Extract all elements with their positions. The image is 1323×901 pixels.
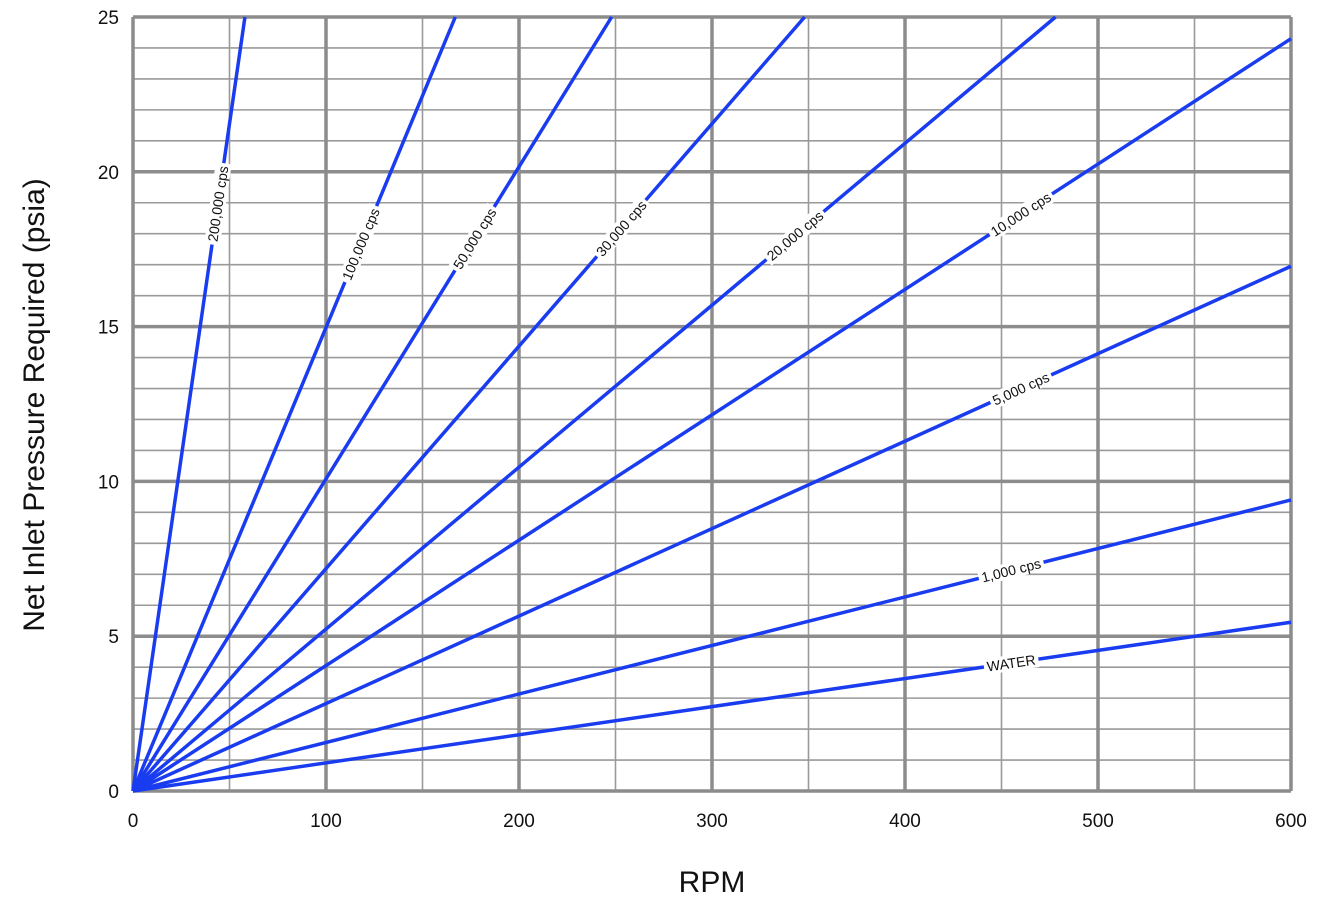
major-grid [131,15,1293,793]
series-label-background [204,161,232,246]
series-label-text: WATER [986,652,1037,675]
series-line [132,37,1292,793]
series-label-text: 30,000 cps [593,197,650,259]
y-tick-label: 25 [98,8,119,29]
series-line [132,620,1292,793]
series-label-background [987,367,1055,410]
y-tick-label: 20 [98,163,119,184]
x-tick-label: 100 [310,811,342,832]
y-axis-label: Net Inlet Pressure Required (psia) [18,178,51,632]
series-line [131,15,806,793]
series-line [131,16,457,792]
series-lines [131,15,1292,793]
x-axis-label: RPM [679,866,746,899]
series-label-text: 100,000 cps [339,206,383,283]
y-tick-label: 0 [108,782,119,803]
series-line [131,16,247,792]
series-label: 100,000 cps [337,203,384,286]
x-tick-label: 500 [1082,811,1114,832]
series-label-text: 1,000 cps [980,555,1043,585]
series-label: WATER [982,651,1040,675]
y-tick-label: 15 [98,318,119,339]
x-tick-label: 200 [503,811,535,832]
x-tick-label: 0 [128,811,139,832]
series-label-background [985,187,1057,242]
series-label: 1,000 cps [976,554,1046,587]
y-tick-label: 10 [98,472,119,493]
series-label-text: 10,000 cps [988,189,1054,240]
series-line [131,15,1057,793]
series-label-background [976,554,1046,587]
series-label-background [337,203,384,286]
series-label-text: 50,000 cps [450,205,500,272]
y-tick-label: 5 [108,627,119,648]
series-label-text: 20,000 cps [764,207,827,263]
series-label-background [590,194,652,262]
series-label: 20,000 cps [761,205,829,266]
series-label: 50,000 cps [448,202,502,275]
series-label-background [982,651,1040,675]
x-tick-label: 300 [696,811,728,832]
x-tick-label: 600 [1275,811,1307,832]
series-label-background [448,202,502,275]
tick-labels: 0 100 200 300 400 500 600 0 5 10 15 20 25 [98,8,1307,832]
series-line [132,264,1292,793]
series-label-background [761,205,829,266]
series-line [132,498,1292,793]
series-label-text: 200,000 cps [205,165,232,243]
series-label: 30,000 cps [590,194,652,262]
series-line [131,16,614,792]
x-tick-label: 400 [889,811,921,832]
